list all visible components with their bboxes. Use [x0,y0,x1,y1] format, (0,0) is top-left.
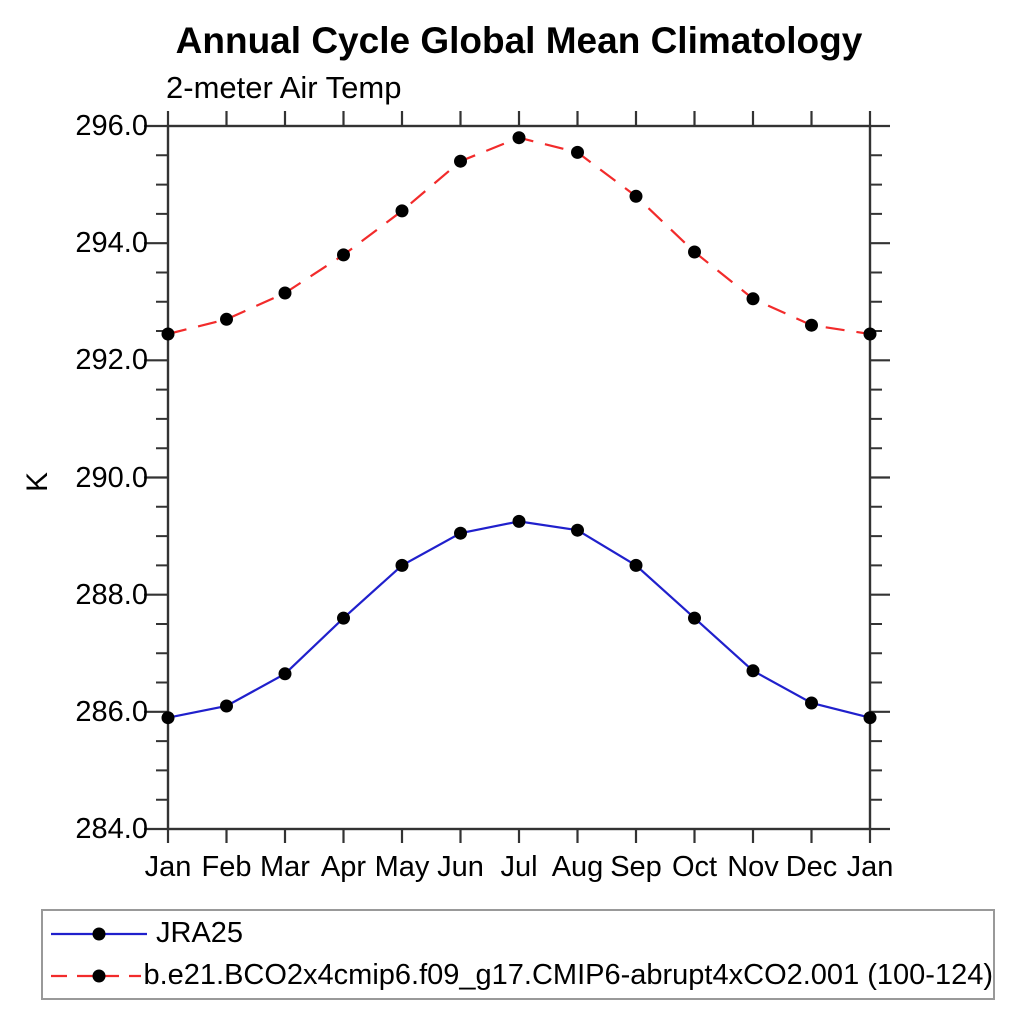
y-tick-label: 296.0 [75,110,148,142]
legend: JRA25 b.e21.BCO2x4cmip6.f09_g17.CMIP6-abr… [41,909,995,1000]
x-tick-label: Jan [846,851,894,883]
y-tick-label: 284.0 [75,813,148,845]
chart-subtitle: 2-meter Air Temp [166,70,402,105]
data-point-marker [571,523,584,537]
data-point-marker [161,711,175,725]
legend-marker-dot [92,927,106,940]
data-point-marker [161,327,175,341]
x-tick-label: Jul [500,851,538,883]
legend-marker-dot [92,969,106,982]
data-point-marker [805,696,818,710]
data-point-marker [220,312,233,326]
data-point-marker [512,131,526,145]
legend-swatch [51,927,147,940]
data-point-marker [688,611,701,625]
data-point-marker [454,526,467,540]
x-tick-label: Sep [610,851,662,883]
legend-swatch [51,969,142,982]
y-axis-major-ticks [144,124,890,831]
x-tick-label: Jun [437,851,484,883]
plot-frame [166,124,872,831]
y-tick-label: 292.0 [75,344,148,377]
data-point-marker [863,711,877,725]
x-tick-label: Oct [671,851,718,883]
y-tick-label: 294.0 [75,227,148,260]
data-point-marker [746,292,760,306]
x-tick-label: May [374,851,430,883]
data-point-marker [512,514,526,528]
series-line-jra25 [167,520,871,719]
x-tick-label: Feb [201,851,252,883]
data-point-marker [688,245,701,259]
legend-label: JRA25 [156,917,244,949]
data-point-marker [337,248,350,262]
data-point-marker [278,286,292,300]
y-tick-label: 288.0 [75,578,148,611]
x-tick-label: Nov [727,851,779,883]
data-point-marker [863,327,877,341]
chart-title: Annual Cycle Global Mean Climatology [175,20,863,61]
x-tick-label: Dec [785,851,838,883]
x-tick-label: Jan [144,851,192,883]
data-point-marker [629,558,643,572]
data-point-marker [805,318,818,332]
data-point-marker [395,558,409,572]
y-tick-label: 286.0 [75,695,148,728]
data-point-marker [571,145,584,159]
data-point-marker [337,611,350,625]
data-point-marker [278,667,292,681]
series-line-abrupt4xco2 [167,136,871,336]
data-point-marker [395,204,409,218]
x-tick-label: Aug [551,851,604,883]
x-tick-label: Apr [320,851,367,883]
x-tick-label: Mar [260,851,310,883]
data-point-marker [220,699,233,713]
data-point-marker [629,189,643,203]
legend-item: JRA25 [49,917,993,951]
data-point-marker [746,664,760,678]
legend-item: b.e21.BCO2x4cmip6.f09_g17.CMIP6-abrupt4x… [49,959,993,993]
data-point-marker [454,154,467,168]
x-axis-ticks [166,111,872,843]
legend-label: b.e21.BCO2x4cmip6.f09_g17.CMIP6-abrupt4x… [143,959,993,991]
y-tick-label: 290.0 [75,461,148,494]
y-axis-minor-ticks [156,154,882,801]
